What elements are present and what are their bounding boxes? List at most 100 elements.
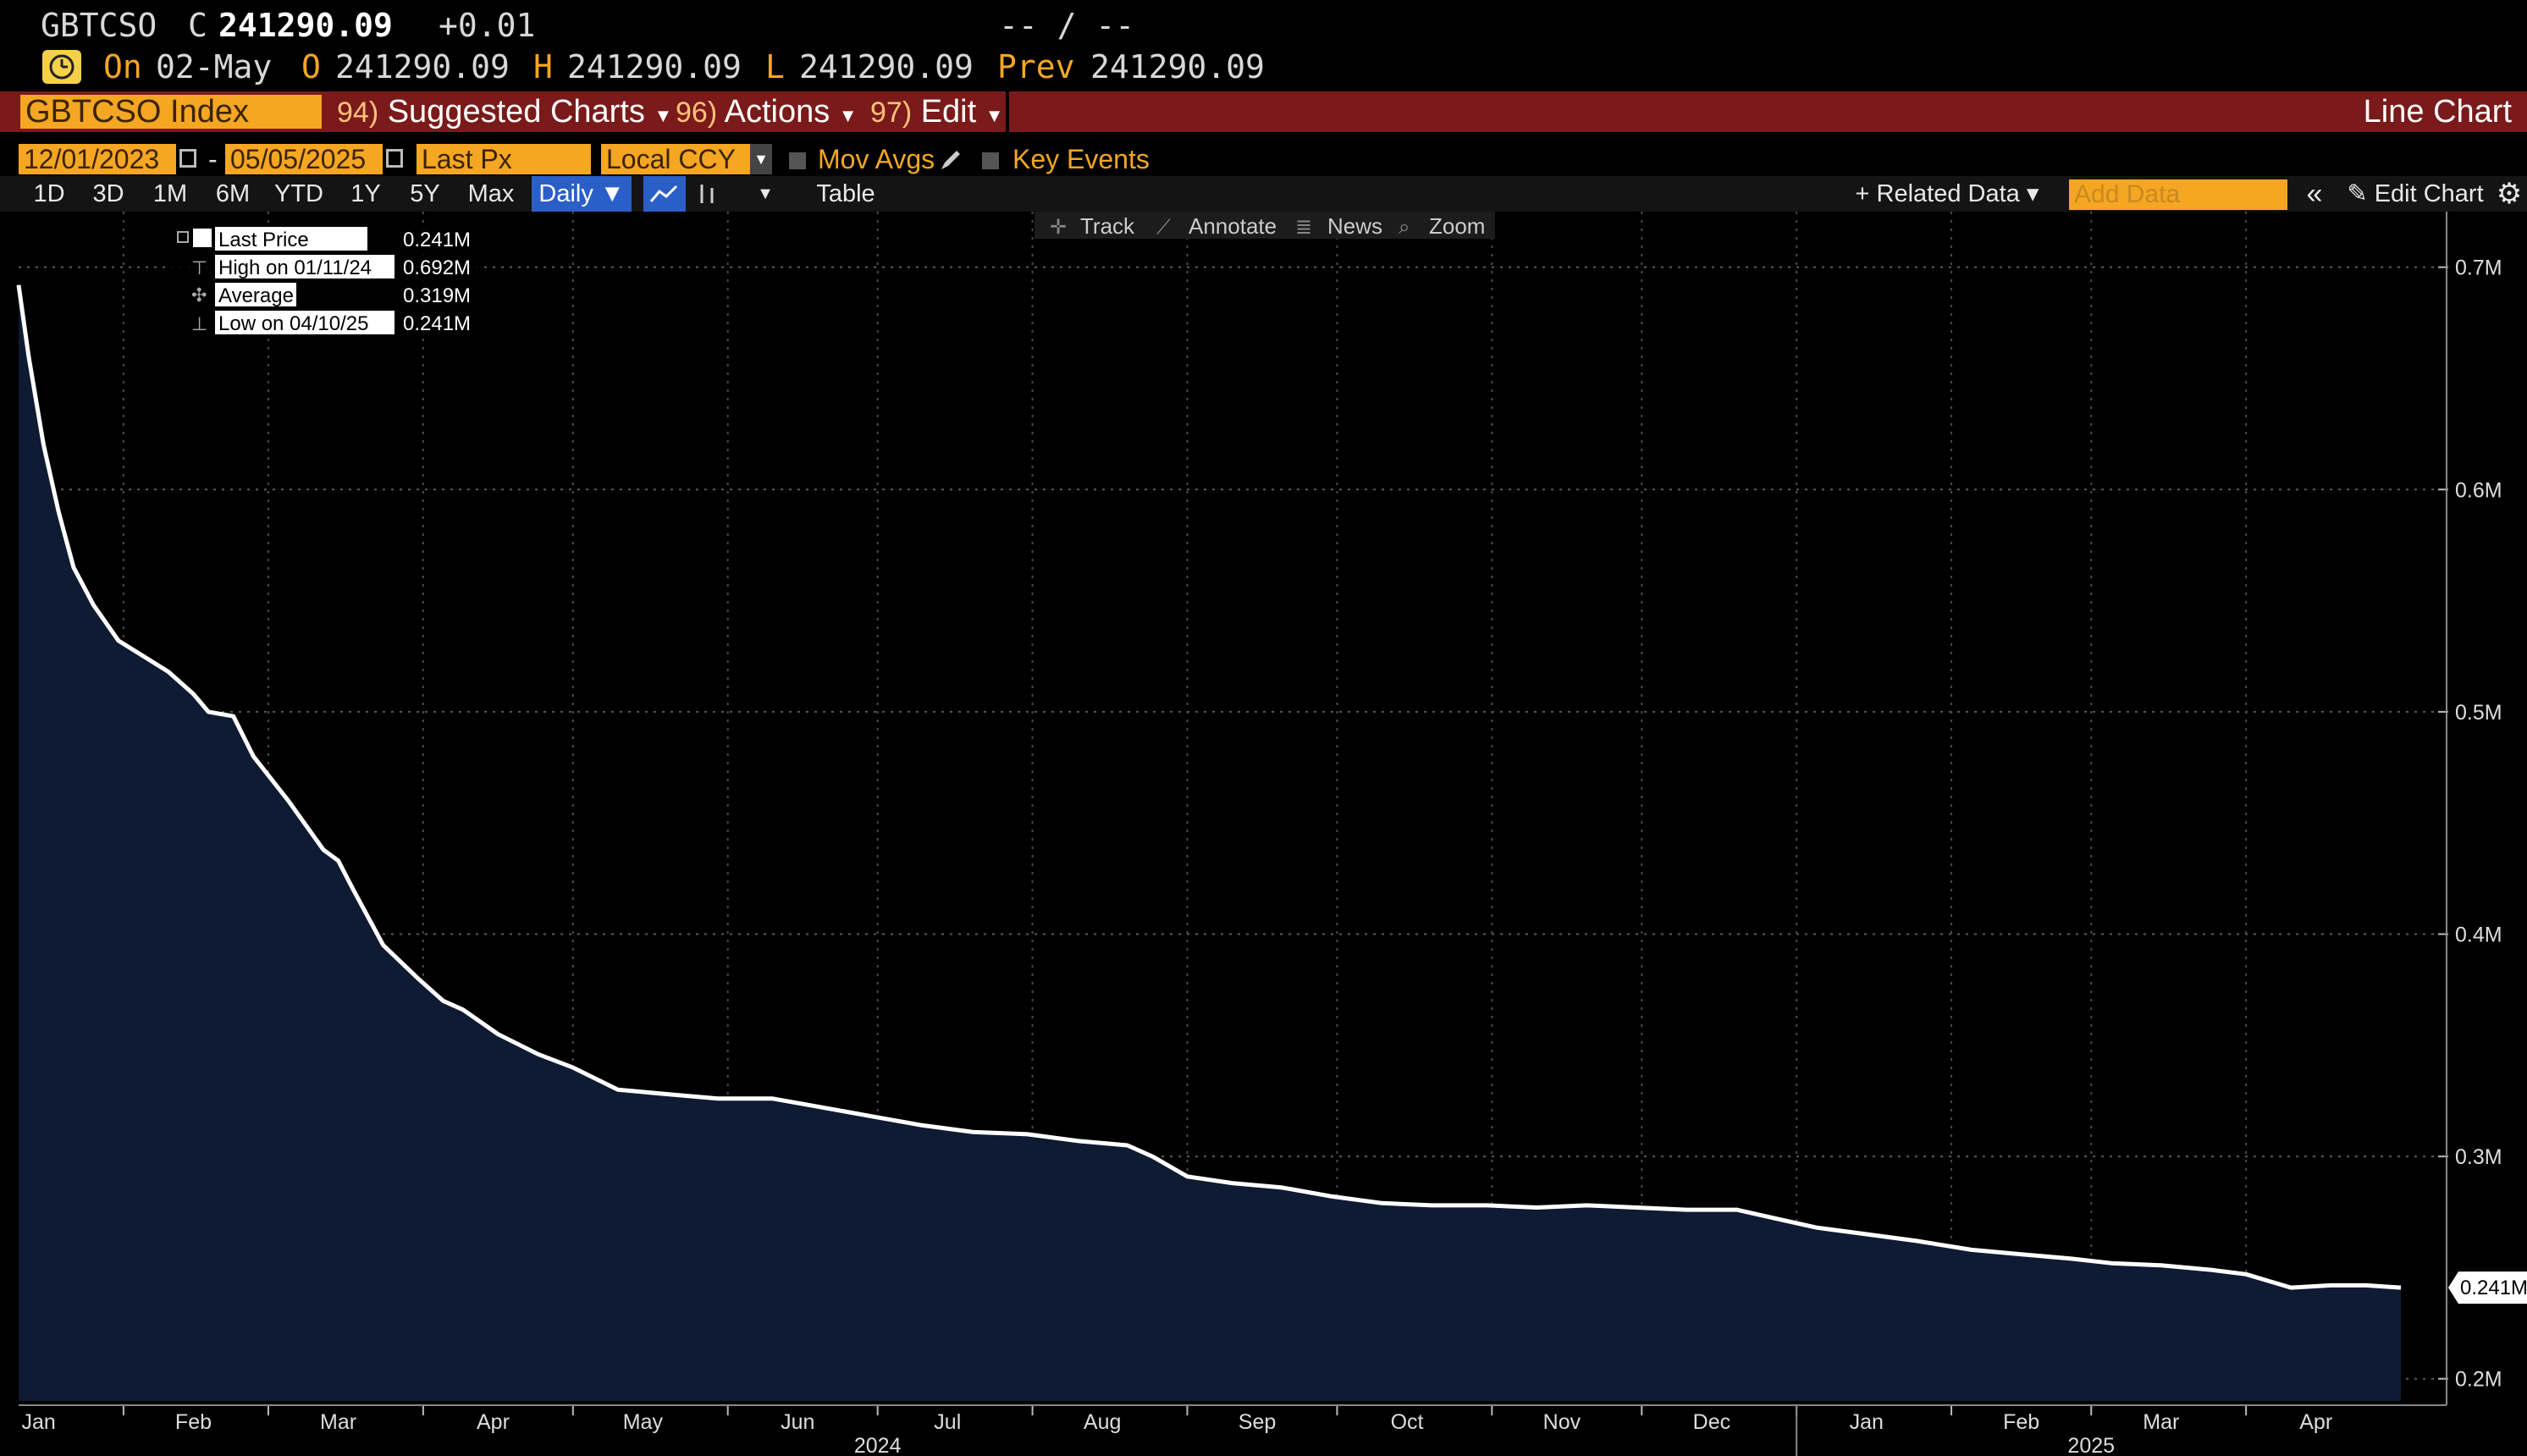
close-value: 241290.09 xyxy=(218,7,393,44)
period-1m-button[interactable]: 1M xyxy=(152,180,188,207)
x-tick-label: Oct xyxy=(1391,1410,1424,1434)
frequency-select[interactable]: Daily ▼ xyxy=(532,176,632,212)
y-tick-label: 0.6M xyxy=(2455,478,2502,502)
period-6m-button[interactable]: 6M xyxy=(215,180,251,207)
key-events-label: Key Events xyxy=(1012,144,1150,174)
legend-last-price-value: 0.241M xyxy=(403,229,471,251)
table-button[interactable]: Table xyxy=(816,180,875,207)
chart-type-label: Line Chart xyxy=(2363,94,2512,130)
ticker: GBTCSO xyxy=(41,7,157,44)
double-chevron-left-icon[interactable]: « xyxy=(2306,178,2323,210)
change-value: +0.01 xyxy=(439,7,536,44)
zoom-tool[interactable]: ⌕ Zoom xyxy=(1399,213,1485,239)
legend-last-price-label: Last Price xyxy=(218,229,309,251)
x-tick-label: Feb xyxy=(2003,1410,2039,1434)
zoom-icon: ⌕ xyxy=(1399,216,1410,239)
prev-label: Prev xyxy=(997,48,1075,85)
chart-tools: ✛ Track ⟋ Annotate ≣ News ⌕ Zoom xyxy=(1035,212,1495,239)
related-data-button[interactable]: + Related Data ▾ xyxy=(1855,180,2039,207)
suggested-charts-number: 94) xyxy=(337,97,379,129)
high-label: H xyxy=(533,48,553,85)
actions-label: Actions xyxy=(724,94,830,130)
calendar-icon[interactable] xyxy=(179,149,196,168)
caret-down-icon: ▼ xyxy=(985,105,1004,126)
x-tick-label: Nov xyxy=(1543,1410,1581,1434)
price-field-select[interactable]: Last Px xyxy=(417,144,591,174)
zoom-label: Zoom xyxy=(1429,213,1485,239)
period-ytd-button[interactable]: YTD xyxy=(274,180,323,207)
currency-select[interactable]: Local CCY xyxy=(601,144,750,174)
edit-label: Edit xyxy=(920,94,977,130)
low-value: 241290.09 xyxy=(799,48,974,85)
track-label: Track xyxy=(1080,213,1135,239)
price-line xyxy=(16,284,2402,1290)
line-chart-icon[interactable] xyxy=(643,176,686,212)
low-marker-icon: ⊥ xyxy=(191,313,207,334)
period-1y-button[interactable]: 1Y xyxy=(350,180,381,207)
x-tick-label: May xyxy=(623,1410,664,1434)
x-tick-label: Jan xyxy=(1850,1410,1884,1434)
y-tick-label: 0.2M xyxy=(2455,1368,2502,1392)
annotate-label: Annotate xyxy=(1189,213,1277,239)
year-label: 2024 xyxy=(854,1434,902,1456)
crosshair-icon: ✛ xyxy=(1050,216,1067,239)
suggested-charts-label: Suggested Charts xyxy=(387,94,645,130)
gear-icon[interactable]: ⚙ xyxy=(2496,178,2523,210)
high-marker-icon: ⊤ xyxy=(191,257,207,279)
open-value: 241290.09 xyxy=(335,48,510,85)
average-marker-icon: ✣ xyxy=(191,284,207,306)
add-data-input[interactable]: Add Data xyxy=(2069,179,2287,210)
actions-menu[interactable]: 96) Actions ▼ xyxy=(676,91,858,132)
y-tick-label: 0.4M xyxy=(2455,924,2502,947)
x-tick-label: Jan xyxy=(21,1410,55,1434)
quote-date: 02-May xyxy=(156,48,273,85)
period-5y-button[interactable]: 5Y xyxy=(410,180,440,207)
open-label: O xyxy=(301,48,321,85)
x-tick-label: Apr xyxy=(477,1410,510,1434)
low-label: L xyxy=(765,48,785,85)
end-date-field[interactable]: 05/05/2025 xyxy=(225,144,383,174)
x-tick-label: Jun xyxy=(781,1410,814,1434)
legend: Last Price 0.241M ⊤ High on 01/11/24 0.6… xyxy=(166,223,479,337)
y-tick-label: 0.5M xyxy=(2455,701,2502,725)
calendar-icon[interactable] xyxy=(386,149,403,168)
x-tick-label: Apr xyxy=(2299,1410,2332,1434)
suggested-charts-menu[interactable]: 94) Suggested Charts ▼ xyxy=(337,91,672,132)
edit-number: 97) xyxy=(870,97,913,129)
menu-separator xyxy=(1006,91,1009,132)
period-max-button[interactable]: Max xyxy=(467,180,515,207)
pencil-icon[interactable] xyxy=(938,147,963,177)
news-tool[interactable]: ≣ News xyxy=(1295,213,1382,239)
edit-menu[interactable]: 97) Edit ▼ xyxy=(870,91,1004,132)
chart-style-dropdown-icon[interactable]: ▼ xyxy=(757,185,774,203)
actions-number: 96) xyxy=(676,97,718,129)
annotate-icon: ⟋ xyxy=(1156,216,1171,239)
period-3d-button[interactable]: 3D xyxy=(92,180,124,207)
x-tick-label: Sep xyxy=(1239,1410,1276,1434)
annotate-tool[interactable]: ⟋ Annotate xyxy=(1156,213,1277,239)
on-label: On xyxy=(103,48,142,85)
clock-icon[interactable] xyxy=(42,50,81,84)
edit-chart-label: Edit Chart xyxy=(2374,180,2484,207)
period-1d-button[interactable]: 1D xyxy=(33,180,65,207)
line-chart[interactable]: 0.2M 0.3M 0.4M 0.5M 0.6M 0.7M Jan Feb Mar Apr May… xyxy=(0,212,2527,1456)
security-field[interactable]: GBTCSO Index xyxy=(20,95,322,129)
collapse-icon[interactable] xyxy=(177,231,189,243)
y-tick-label: 0.3M xyxy=(2455,1145,2502,1169)
bid-ask: -- / -- xyxy=(999,7,1135,44)
mov-avgs-checkbox[interactable] xyxy=(789,152,806,169)
last-value-tag: 0.241M xyxy=(2448,1271,2527,1304)
x-tick-label: Dec xyxy=(1693,1410,1730,1434)
edit-chart-button[interactable]: ✎ Edit Chart xyxy=(2335,176,2496,212)
chart-toolbar: 1D 3D 1M 6M YTD 1Y 5Y Max Daily ▼ ▼ Tabl… xyxy=(0,176,2527,212)
key-events-checkbox[interactable] xyxy=(982,152,999,169)
track-tool[interactable]: ✛ Track xyxy=(1050,213,1135,239)
start-date-field[interactable]: 12/01/2023 xyxy=(19,144,176,174)
currency-dropdown-button[interactable]: ▼ xyxy=(750,144,772,174)
x-tick-label: Mar xyxy=(2143,1410,2179,1434)
legend-low-value: 0.241M xyxy=(403,312,471,335)
x-tick-label: Aug xyxy=(1084,1410,1121,1434)
last-price-swatch xyxy=(193,229,212,247)
security-header: GBTCSO C 241290.09 +0.01 -- / -- On 02-M… xyxy=(0,0,2527,88)
bar-chart-icon[interactable] xyxy=(691,176,725,212)
